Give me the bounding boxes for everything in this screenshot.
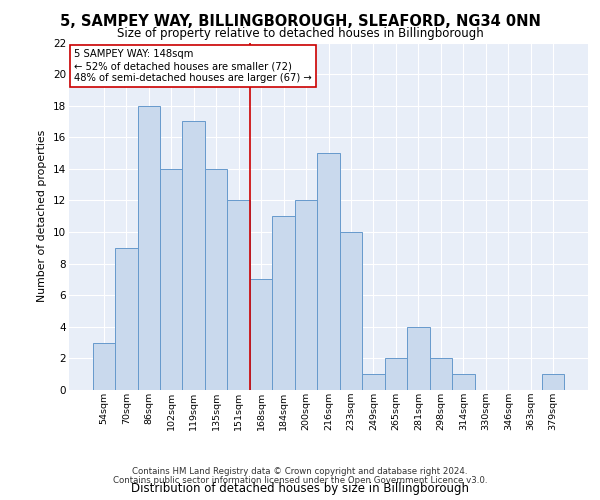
Bar bbox=[362, 374, 385, 390]
Bar bbox=[340, 232, 362, 390]
Bar bbox=[115, 248, 137, 390]
Bar bbox=[182, 122, 205, 390]
Text: Distribution of detached houses by size in Billingborough: Distribution of detached houses by size … bbox=[131, 482, 469, 495]
Bar bbox=[295, 200, 317, 390]
Bar bbox=[407, 327, 430, 390]
Bar bbox=[430, 358, 452, 390]
Bar bbox=[272, 216, 295, 390]
Bar bbox=[137, 106, 160, 390]
Bar bbox=[227, 200, 250, 390]
Text: 5 SAMPEY WAY: 148sqm
← 52% of detached houses are smaller (72)
48% of semi-detac: 5 SAMPEY WAY: 148sqm ← 52% of detached h… bbox=[74, 50, 312, 82]
Text: Contains HM Land Registry data © Crown copyright and database right 2024.: Contains HM Land Registry data © Crown c… bbox=[132, 467, 468, 476]
Bar bbox=[385, 358, 407, 390]
Text: Size of property relative to detached houses in Billingborough: Size of property relative to detached ho… bbox=[116, 28, 484, 40]
Bar bbox=[160, 169, 182, 390]
Bar bbox=[452, 374, 475, 390]
Bar bbox=[205, 169, 227, 390]
Bar bbox=[92, 342, 115, 390]
Y-axis label: Number of detached properties: Number of detached properties bbox=[37, 130, 47, 302]
Text: 5, SAMPEY WAY, BILLINGBOROUGH, SLEAFORD, NG34 0NN: 5, SAMPEY WAY, BILLINGBOROUGH, SLEAFORD,… bbox=[59, 14, 541, 29]
Bar bbox=[542, 374, 565, 390]
Bar bbox=[317, 153, 340, 390]
Bar bbox=[250, 280, 272, 390]
Text: Contains public sector information licensed under the Open Government Licence v3: Contains public sector information licen… bbox=[113, 476, 487, 485]
